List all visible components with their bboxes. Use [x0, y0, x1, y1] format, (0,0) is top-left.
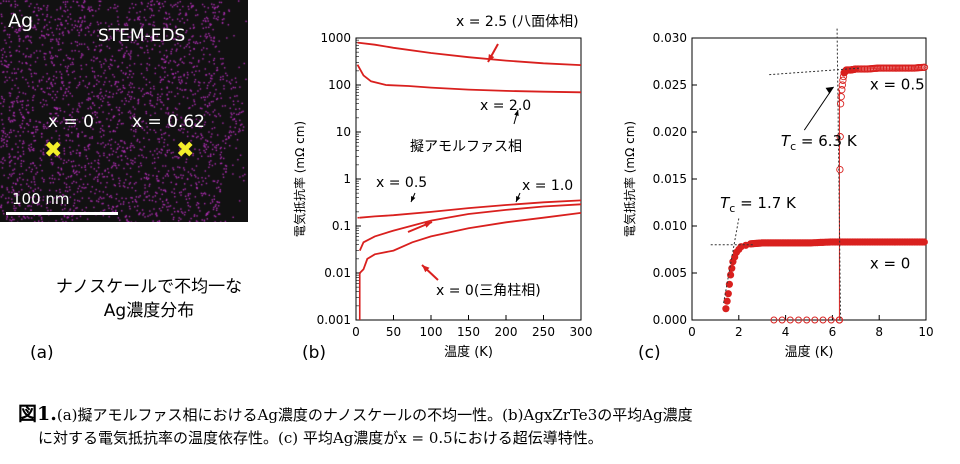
y-tick-label: 1 — [343, 172, 351, 186]
data-point-x05-zero — [835, 316, 843, 324]
panel-c-letter: (c) — [638, 343, 661, 363]
y-tick-label: 10 — [336, 125, 351, 139]
arrow-x25-head — [488, 54, 495, 62]
data-point-x05 — [838, 81, 846, 89]
label-x25: x = 2.5 (八面体相) — [456, 14, 579, 30]
label-x20: x = 2.0 — [480, 98, 531, 114]
x-tick-label: 0 — [352, 325, 360, 339]
x-tick-label: 0 — [688, 325, 696, 339]
figure-caption-line1: (a)擬アモルファス相におけるAg濃度のナノスケールの不均一性。(b)AgxZr… — [56, 406, 693, 424]
x-tick-label: 50 — [386, 325, 401, 339]
scale-label: 100 nm — [12, 190, 70, 208]
element-label: Ag — [8, 10, 34, 32]
figure-caption-line2: に対する電気抵抗率の温度依存性。(c) 平均Ag濃度がx = 0.5における超伝… — [38, 429, 603, 447]
data-point-x05-zero — [770, 316, 778, 324]
x-axis-label: 温度 (K) — [444, 344, 493, 360]
superconductivity-chart: 0 2 4 6 8 10 0.000 0.005 0.010 0.015 0.020 0.025 0.0… — [622, 28, 934, 360]
arrow-x20-head — [514, 110, 519, 116]
panel-a-letter: (a) — [30, 343, 54, 363]
data-point-x05 — [839, 76, 847, 84]
arrow-pseudo-head — [424, 221, 432, 228]
y-tick-label: 0.015 — [653, 172, 687, 186]
y-tick-label: 0.010 — [653, 219, 687, 233]
x-tick-label: 200 — [495, 325, 518, 339]
data-point-x05 — [920, 63, 929, 71]
x-tick-label: 100 — [420, 325, 443, 339]
label-x05: x = 0.5 — [376, 175, 427, 191]
data-point-x0 — [724, 290, 732, 298]
y-tick-label: 0.01 — [324, 266, 351, 280]
data-point-x05 — [836, 133, 844, 141]
y-tick-label: 0.025 — [653, 78, 687, 92]
data-point-x05-zero — [786, 316, 794, 324]
y-tick-label: 0.005 — [653, 266, 687, 280]
data-point-x05 — [838, 86, 846, 94]
data-point-x0 — [723, 297, 731, 305]
y-axis-label: 電気抵抗率 (mΩ cm) — [622, 121, 637, 237]
resistivity-log-chart: 0 50 100 150 200 250 300 0.001 0.01 0.1 1 10 100 1000… — [292, 14, 593, 360]
data-point-x05-zero — [803, 316, 811, 324]
series-line — [357, 41, 582, 66]
arrow-x0-head — [422, 265, 430, 273]
y-tick-label: 0.000 — [653, 313, 687, 327]
data-point-x0 — [920, 238, 928, 246]
data-point-x05-zero — [819, 316, 827, 324]
point-left-marker-icon: ✖ — [44, 138, 63, 163]
data-point-x0 — [727, 271, 735, 279]
series-line — [358, 203, 582, 251]
point-right-label: x = 0.62 — [132, 112, 205, 132]
label-x0: x = 0 — [870, 254, 911, 272]
data-point-x05 — [836, 165, 844, 174]
label-pseudo-amorphous: 擬アモルファス相 — [410, 139, 522, 155]
x-tick-label: 6 — [829, 325, 837, 339]
figure-caption: 図1.(a)擬アモルファス相におけるAg濃度のナノスケールの不均一性。(b)Ag… — [18, 403, 953, 450]
data-point-x05-zero — [827, 316, 835, 324]
tc-arrow — [803, 86, 834, 131]
data-point-x05-zero — [795, 316, 802, 324]
x-tick-label: 4 — [782, 325, 790, 339]
data-point-x0 — [722, 305, 730, 313]
panel-a-caption-line2: Ag濃度分布 — [103, 301, 195, 321]
y-axis-label: 電気抵抗率 (mΩ cm) — [292, 121, 307, 237]
y-tick-label: 0.030 — [653, 31, 687, 45]
y-tick-label: 0.1 — [332, 219, 351, 233]
x-tick-label: 300 — [570, 325, 593, 339]
x-tick-label: 10 — [918, 325, 933, 339]
y-tick-label: 0.020 — [653, 125, 687, 139]
x-tick-label: 250 — [532, 325, 555, 339]
y-tick-label: 0.001 — [317, 313, 351, 327]
data-point-x05 — [836, 100, 845, 108]
point-left-label: x = 0 — [48, 112, 94, 132]
label-x0: x = 0(三角柱相) — [436, 283, 541, 299]
series-line — [359, 199, 582, 219]
series-line — [359, 212, 582, 274]
panel-b-letter: (b) — [302, 343, 327, 363]
arrow-x05-head — [411, 196, 416, 202]
panel-a-caption-line1: ナノスケールで不均一な — [55, 277, 243, 297]
x-tick-label: 2 — [735, 325, 743, 339]
method-label: STEM-EDS — [98, 26, 186, 46]
tc-guide-horizontal — [769, 67, 861, 76]
tc-arrow-head — [825, 86, 834, 94]
x-tick-label: 8 — [875, 325, 883, 339]
arrow-x10-head — [516, 196, 521, 202]
point-right-marker-icon: ✖ — [176, 138, 195, 163]
eds-map-image: Ag STEM-EDS x = 0 x = 0.62 ✖ ✖ 100 nm — [0, 0, 248, 222]
y-tick-label: 1000 — [320, 31, 351, 45]
tc-label-x05: Tc = 6.3 K — [781, 132, 858, 153]
series-line — [356, 64, 582, 94]
label-x05: x = 0.5 — [870, 76, 925, 94]
y-tick-label: 100 — [328, 78, 351, 92]
tc-guide-vertical — [836, 28, 842, 321]
label-x10: x = 1.0 — [522, 178, 573, 194]
scale-bar — [6, 212, 118, 215]
eds-dot-map — [0, 0, 248, 222]
tc-label-x0: Tc = 1.7 K — [720, 194, 797, 215]
figure-number: 図1. — [18, 403, 57, 425]
data-point-x05-zero — [778, 316, 786, 324]
x-tick-label: 150 — [457, 325, 480, 339]
x-axis-label: 温度 (K) — [785, 344, 834, 360]
data-point-x05-zero — [811, 316, 819, 324]
